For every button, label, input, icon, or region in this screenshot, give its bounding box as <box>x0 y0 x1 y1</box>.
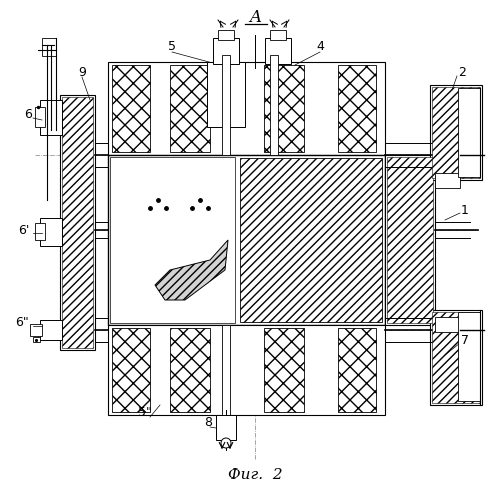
Bar <box>108 62 385 155</box>
Bar <box>218 30 234 40</box>
Bar <box>240 158 382 322</box>
Bar <box>108 325 385 415</box>
Bar <box>270 55 278 155</box>
Text: 5: 5 <box>168 40 176 54</box>
Bar <box>40 320 62 340</box>
Bar <box>170 328 210 412</box>
Text: 5": 5" <box>138 406 152 418</box>
Bar <box>270 30 286 40</box>
Bar <box>216 415 236 440</box>
Bar <box>222 325 230 425</box>
Bar <box>112 65 150 152</box>
Bar <box>458 312 480 401</box>
Bar <box>40 100 62 135</box>
Bar <box>338 65 376 152</box>
Bar <box>33 337 40 342</box>
Text: 4: 4 <box>316 40 324 54</box>
Bar <box>30 324 42 336</box>
Text: A: A <box>249 10 261 26</box>
Text: 7: 7 <box>461 334 469 346</box>
Bar <box>264 65 304 152</box>
Bar <box>435 317 460 332</box>
Text: 6": 6" <box>15 316 29 330</box>
Bar <box>42 38 56 56</box>
Bar <box>432 87 480 178</box>
Bar <box>213 38 239 64</box>
Text: Фиг.  2: Фиг. 2 <box>228 468 282 482</box>
Bar <box>387 157 433 323</box>
Bar <box>458 88 480 177</box>
Text: 8: 8 <box>204 416 212 428</box>
Bar <box>385 155 435 325</box>
Bar <box>35 223 45 240</box>
Bar <box>432 312 480 403</box>
Bar <box>170 65 210 152</box>
Bar <box>430 85 482 180</box>
Text: 6: 6 <box>24 108 32 122</box>
Bar <box>265 38 291 64</box>
Polygon shape <box>155 240 228 300</box>
Bar <box>60 95 95 350</box>
Bar <box>112 328 150 412</box>
Bar <box>338 328 376 412</box>
Text: 2: 2 <box>458 66 466 78</box>
Text: 6': 6' <box>18 224 29 236</box>
Text: 1: 1 <box>461 204 469 216</box>
Bar <box>62 97 93 348</box>
Bar <box>435 173 460 188</box>
Bar <box>108 155 385 325</box>
Bar <box>222 55 230 155</box>
Bar <box>430 310 482 405</box>
Bar <box>110 157 235 323</box>
Circle shape <box>221 438 231 448</box>
Bar <box>264 328 304 412</box>
Text: 9: 9 <box>78 66 86 78</box>
Bar <box>207 62 245 127</box>
Bar <box>35 107 45 127</box>
Bar <box>40 218 62 246</box>
